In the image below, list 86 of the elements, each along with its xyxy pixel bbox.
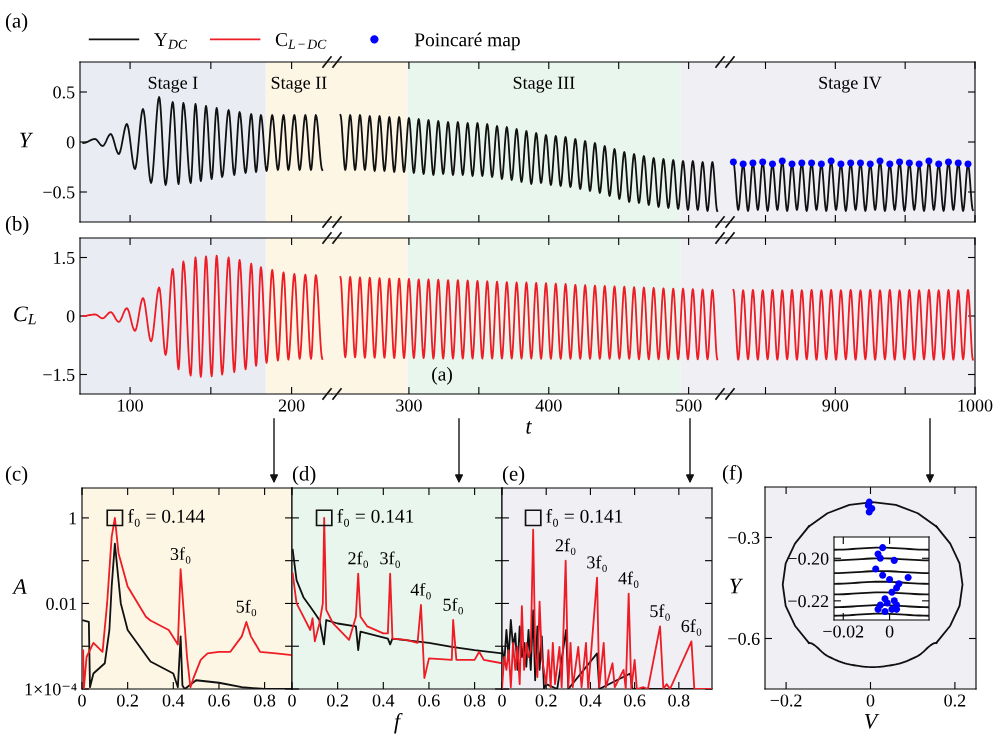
text: Y$_{DC}$: [154, 33, 188, 49]
point: [876, 554, 884, 562]
annotation: 3f₀: [587, 555, 607, 573]
x-tick-label: 0.6: [208, 694, 230, 707]
y-tick-label: 0.01: [46, 597, 77, 610]
x-tick-label: 0.4: [372, 694, 395, 707]
point: [893, 584, 901, 592]
y-axis-title: A: [12, 579, 27, 594]
y-tick-label: 1×10⁻⁴: [25, 683, 77, 696]
y-tick-label: 1.5: [54, 251, 75, 265]
y-tick-label: −0.20: [788, 552, 829, 565]
point: [879, 571, 887, 579]
y-tick-label: 0.5: [53, 86, 75, 99]
point: [881, 607, 889, 616]
x-tick-label: 0: [288, 694, 296, 707]
x-tick-label: 400: [535, 399, 562, 412]
annotation: f₀ = 0.141: [546, 508, 623, 527]
y-axis-title: Y: [730, 578, 744, 594]
x-tick-label: 0.6: [624, 694, 646, 707]
y-tick-label: 0: [66, 310, 75, 323]
legend-label: Poincaré map: [414, 32, 520, 51]
x-axis-title: V: [864, 713, 880, 729]
point: [888, 588, 896, 596]
x-tick-label: 0.8: [254, 694, 276, 707]
annotation: 2f₀: [348, 551, 369, 568]
point: [879, 544, 887, 552]
x-tick-label: 500: [676, 399, 702, 412]
annotation: 6f₀: [681, 619, 702, 636]
annotation: 5f₀: [650, 604, 670, 621]
annotation: (a): [432, 367, 452, 385]
x-tick-label: 0.2: [535, 694, 557, 707]
point: [874, 605, 882, 613]
point: [886, 576, 894, 584]
y-tick-label: −0.6: [728, 632, 760, 646]
annotation: f₀ = 0.144: [127, 508, 205, 527]
band-label: Stage I: [148, 76, 198, 93]
annotation: 3f₀: [170, 547, 191, 564]
x-tick-label: 0: [866, 694, 875, 707]
x-tick-label: 200: [278, 399, 305, 412]
x-tick-label: 0.8: [464, 694, 486, 707]
chart-title: (d): [292, 466, 316, 485]
point: [890, 556, 898, 564]
x-tick-label: 1000: [958, 399, 993, 412]
annotation: 4f₀: [618, 571, 639, 588]
y-axis-title: C$_{L}$: [14, 306, 36, 325]
y-tick-label: −0.5: [43, 186, 75, 199]
chart-title: (b): [5, 216, 29, 235]
annotation: f₀ = 0.141: [337, 508, 414, 527]
x-tick-label: −0.2: [770, 694, 802, 707]
y-tick-label: −1.5: [43, 368, 75, 382]
annotation: 2f₀: [555, 538, 576, 556]
band-label: Stage IV: [819, 76, 882, 93]
y-tick-label: −0.3: [728, 531, 760, 545]
annotation: 3f₀: [380, 551, 400, 568]
x-tick-label: 0.6: [418, 694, 440, 707]
annotation: 5f₀: [443, 597, 463, 615]
chart-title: (a): [5, 13, 28, 32]
point: [883, 599, 891, 607]
x-axis-title: f: [394, 713, 403, 734]
y-axis-title: Y: [20, 132, 34, 148]
x-axis-title: t: [526, 420, 533, 434]
chart-title: (e): [502, 466, 525, 485]
chart-title: (c): [5, 466, 28, 485]
x-tick-label: 0.2: [327, 694, 348, 707]
chart-title: (f): [722, 464, 742, 484]
legend-label: C$_{L−DC}$: [275, 33, 327, 49]
x-tick-label: 0.2: [117, 694, 138, 707]
y-tick-label: −0.22: [788, 595, 829, 608]
x-tick-label: 100: [118, 399, 143, 412]
point: [872, 565, 880, 573]
x-tick-label: 0.2: [944, 694, 966, 707]
point: [904, 573, 912, 581]
annotation: 4f₀: [410, 582, 431, 600]
x-tick-label: 900: [822, 399, 849, 412]
x-tick-label: 0: [498, 694, 506, 707]
x-tick-label: 0.8: [668, 694, 690, 707]
annotation: 5f₀: [236, 599, 257, 617]
x-tick-label: 0.4: [579, 694, 602, 707]
y-tick-label: 0: [66, 136, 75, 149]
x-tick-label: 0: [78, 694, 86, 707]
band-label: Stage II: [271, 76, 327, 93]
band-label: Stage III: [513, 76, 575, 93]
x-tick-label: −0.02: [823, 625, 864, 638]
x-tick-label: 0.4: [162, 694, 185, 707]
y-tick-label: 1: [69, 512, 77, 525]
x-tick-label: 300: [396, 399, 422, 412]
